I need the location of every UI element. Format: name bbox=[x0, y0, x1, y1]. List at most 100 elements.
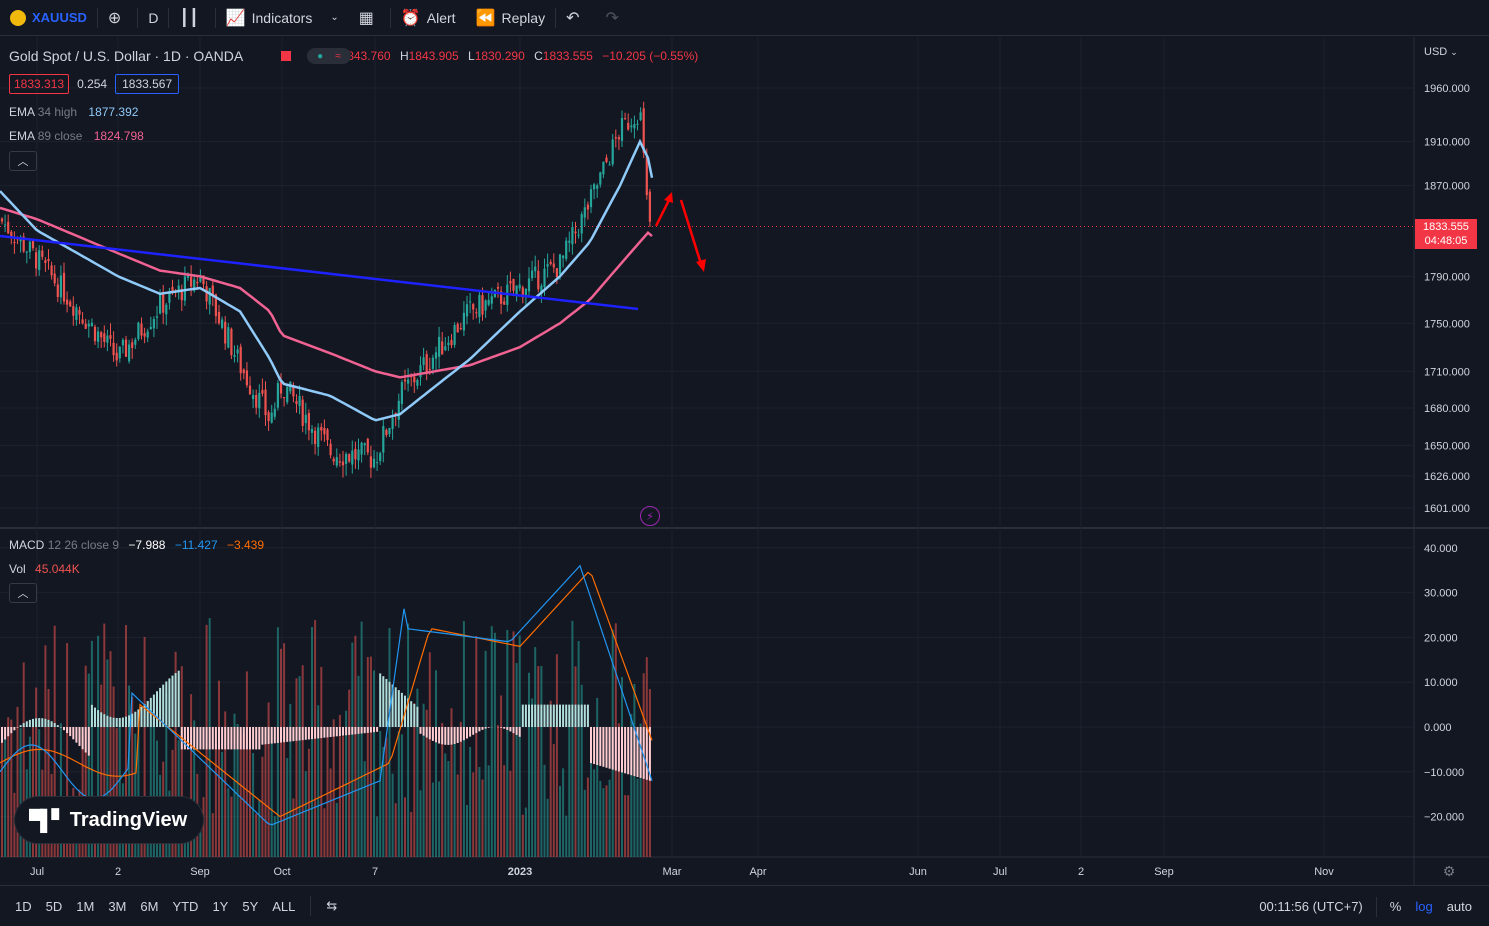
indicators-button[interactable]: 📈 Indicators ⌄ bbox=[225, 9, 339, 27]
range-ytd[interactable]: YTD bbox=[172, 898, 199, 914]
macd-line bbox=[0, 564, 653, 826]
tradingview-logo[interactable]: ▀▌▘ TradingView bbox=[14, 796, 204, 844]
replay-button[interactable]: ⏪ Replay bbox=[475, 9, 546, 27]
macd-hist-bar bbox=[546, 704, 549, 727]
templates-button[interactable]: ▦ bbox=[349, 0, 390, 36]
candle-body bbox=[47, 259, 50, 262]
range-5d[interactable]: 5D bbox=[45, 898, 63, 914]
candle-body bbox=[391, 417, 394, 429]
undo-button[interactable]: ↶ bbox=[556, 0, 595, 36]
range-1d[interactable]: 1D bbox=[15, 898, 32, 914]
candle-body bbox=[425, 354, 428, 372]
data-status-toggle[interactable]: ● ≈ bbox=[307, 48, 351, 64]
redo-button[interactable]: ↷ bbox=[595, 0, 634, 36]
log-scale-toggle[interactable]: log bbox=[1415, 899, 1433, 914]
candle-body bbox=[267, 412, 270, 421]
macd-legend[interactable]: MACD 12 26 close 9 −7.988 −11.427 −3.439 bbox=[9, 538, 265, 552]
collapse-macd-legend-button[interactable]: ︿ bbox=[9, 583, 37, 603]
volume-bar bbox=[466, 805, 468, 857]
candle-body bbox=[41, 250, 44, 257]
ema34-value: 1877.392 bbox=[88, 105, 139, 119]
candle-body bbox=[453, 325, 456, 345]
candle-body bbox=[534, 266, 537, 272]
chart-type-button[interactable]: ┃┃ bbox=[169, 0, 214, 36]
macd-hist-bar bbox=[611, 727, 614, 770]
candle-body bbox=[230, 328, 233, 356]
macd-hist-bar bbox=[289, 727, 292, 742]
macd-hist-bar bbox=[149, 697, 152, 727]
macd-hist-bar bbox=[559, 704, 561, 727]
volume-bar bbox=[617, 723, 620, 857]
macd-hist-bar bbox=[286, 727, 289, 742]
candle-body bbox=[580, 214, 583, 234]
symbol-search[interactable]: XAUUSD bbox=[0, 0, 97, 36]
candle-body bbox=[140, 323, 143, 336]
candle-body bbox=[462, 312, 465, 331]
time-tick-label: Jun bbox=[909, 866, 927, 878]
price-tick-label: 1710.000 bbox=[1424, 366, 1470, 378]
currency-selector[interactable]: USD ⌄ bbox=[1424, 46, 1458, 58]
range-3m[interactable]: 3M bbox=[108, 898, 127, 914]
lightning-icon[interactable]: ⚡ bbox=[640, 506, 660, 526]
volume-bar bbox=[230, 796, 233, 857]
range-1y[interactable]: 1Y bbox=[212, 898, 229, 914]
time-tick-label: 7 bbox=[372, 866, 378, 878]
macd-hist-bar bbox=[366, 727, 369, 733]
high-value: 1843.905 bbox=[408, 49, 459, 63]
macd-hist-bar bbox=[431, 727, 434, 741]
range-1m[interactable]: 1M bbox=[76, 898, 95, 914]
candle-body bbox=[286, 386, 289, 403]
ema89-legend[interactable]: EMA 89 close 1824.798 bbox=[9, 129, 144, 143]
macd-hist-bar bbox=[453, 727, 456, 744]
collapse-legend-button[interactable]: ︿ bbox=[9, 151, 37, 171]
buy-price[interactable]: 1833.567 bbox=[115, 74, 180, 94]
volume-bar bbox=[100, 684, 103, 857]
flag-icon[interactable] bbox=[281, 51, 291, 61]
candle-body bbox=[571, 227, 574, 245]
macd-hist-bar bbox=[125, 716, 127, 727]
date-range-icon[interactable]: ⇆ bbox=[326, 898, 338, 913]
candle-body bbox=[515, 285, 518, 295]
alert-button[interactable]: ⏰ Alert bbox=[400, 9, 456, 27]
interval-button[interactable]: D bbox=[148, 9, 159, 26]
candle-body bbox=[258, 392, 261, 409]
macd-hist-bar bbox=[245, 727, 248, 750]
macd-hist-bar bbox=[382, 676, 385, 727]
macd-hist-bar bbox=[90, 704, 93, 727]
vol-legend[interactable]: Vol 45.044K bbox=[9, 562, 80, 576]
macd-hist-bar bbox=[379, 673, 382, 727]
volume-bar bbox=[528, 672, 530, 857]
macd-hist-bar bbox=[218, 727, 220, 750]
macd-hist-bar bbox=[270, 727, 273, 744]
range-6m[interactable]: 6M bbox=[140, 898, 159, 914]
arrow-down-line bbox=[679, 199, 703, 265]
range-all[interactable]: ALL bbox=[272, 898, 296, 914]
macd-hist-bar bbox=[583, 704, 586, 727]
candle-body bbox=[456, 323, 459, 333]
volume-bar bbox=[112, 686, 115, 857]
candle-body bbox=[366, 438, 369, 453]
ema34-legend[interactable]: EMA 34 high 1877.392 bbox=[9, 105, 139, 119]
macd-tick-label: 30.000 bbox=[1424, 588, 1458, 600]
macd-hist-bar bbox=[348, 727, 351, 735]
compare-button[interactable]: ⊕ bbox=[98, 0, 137, 36]
macd-tick-label: −10.000 bbox=[1424, 767, 1464, 779]
auto-scale-toggle[interactable]: auto bbox=[1446, 899, 1472, 914]
candle-body bbox=[93, 326, 97, 342]
percent-scale-toggle[interactable]: % bbox=[1389, 899, 1402, 914]
volume-bar bbox=[227, 788, 230, 857]
candle-body bbox=[636, 123, 639, 125]
candle-body bbox=[540, 285, 543, 294]
timezone-clock[interactable]: 00:11:56 (UTC+7) bbox=[1259, 899, 1363, 914]
volume-bar bbox=[639, 723, 642, 857]
macd-hist-value: −7.988 bbox=[128, 538, 166, 552]
volume-bar bbox=[602, 788, 605, 857]
candle-body bbox=[447, 342, 450, 346]
time-tick-label: Jul bbox=[30, 866, 44, 878]
volume-bar bbox=[10, 719, 13, 857]
settings-icon[interactable]: ⚙ bbox=[1443, 863, 1456, 879]
volume-bar bbox=[66, 643, 69, 857]
range-5y[interactable]: 5Y bbox=[242, 898, 259, 914]
chart-canvas[interactable]: 1960.000 1910.000 1870.000 1790.000 1750.000… bbox=[0, 0, 1489, 885]
sell-price[interactable]: 1833.313 bbox=[9, 74, 70, 94]
